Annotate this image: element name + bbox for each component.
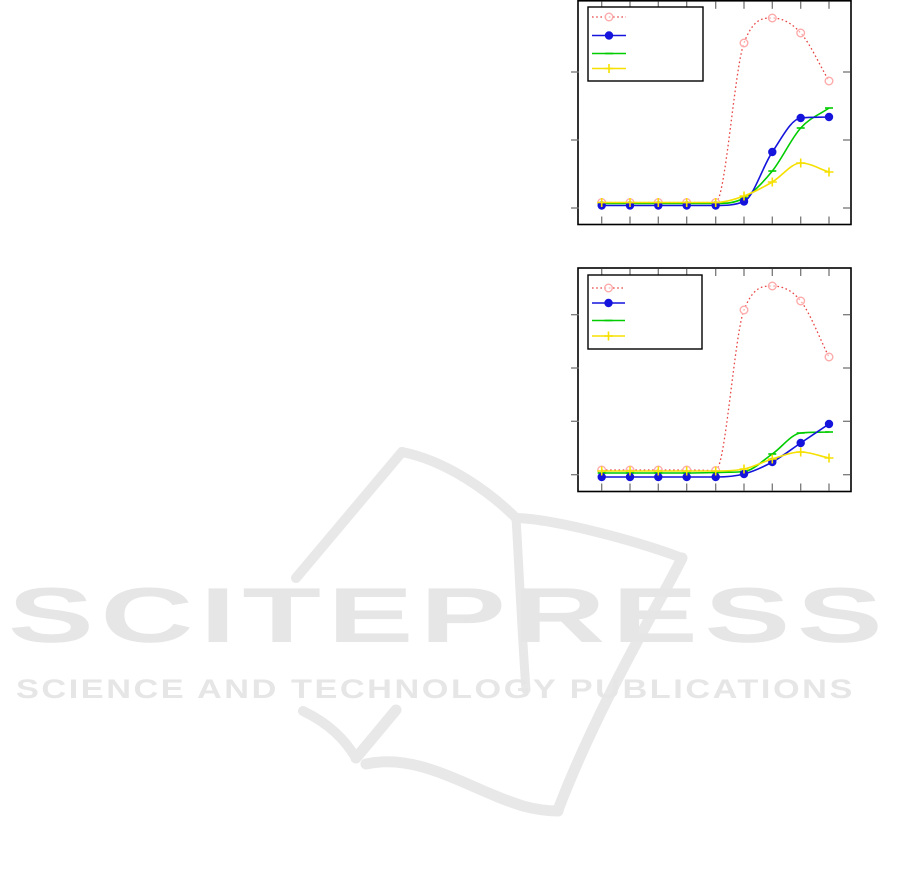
figure-bottom-line-chart (571, 267, 852, 493)
figure-top-line-chart (571, 0, 852, 226)
open-book-watermark-icon (291, 447, 688, 817)
watermark-scitepress-text: SCITEPRESS (8, 571, 890, 659)
watermark-subtitle-text: SCIENCE AND TECHNOLOGY PUBLICATIONS (16, 674, 855, 704)
legend-box (587, 6, 704, 82)
legend-box (587, 274, 703, 350)
